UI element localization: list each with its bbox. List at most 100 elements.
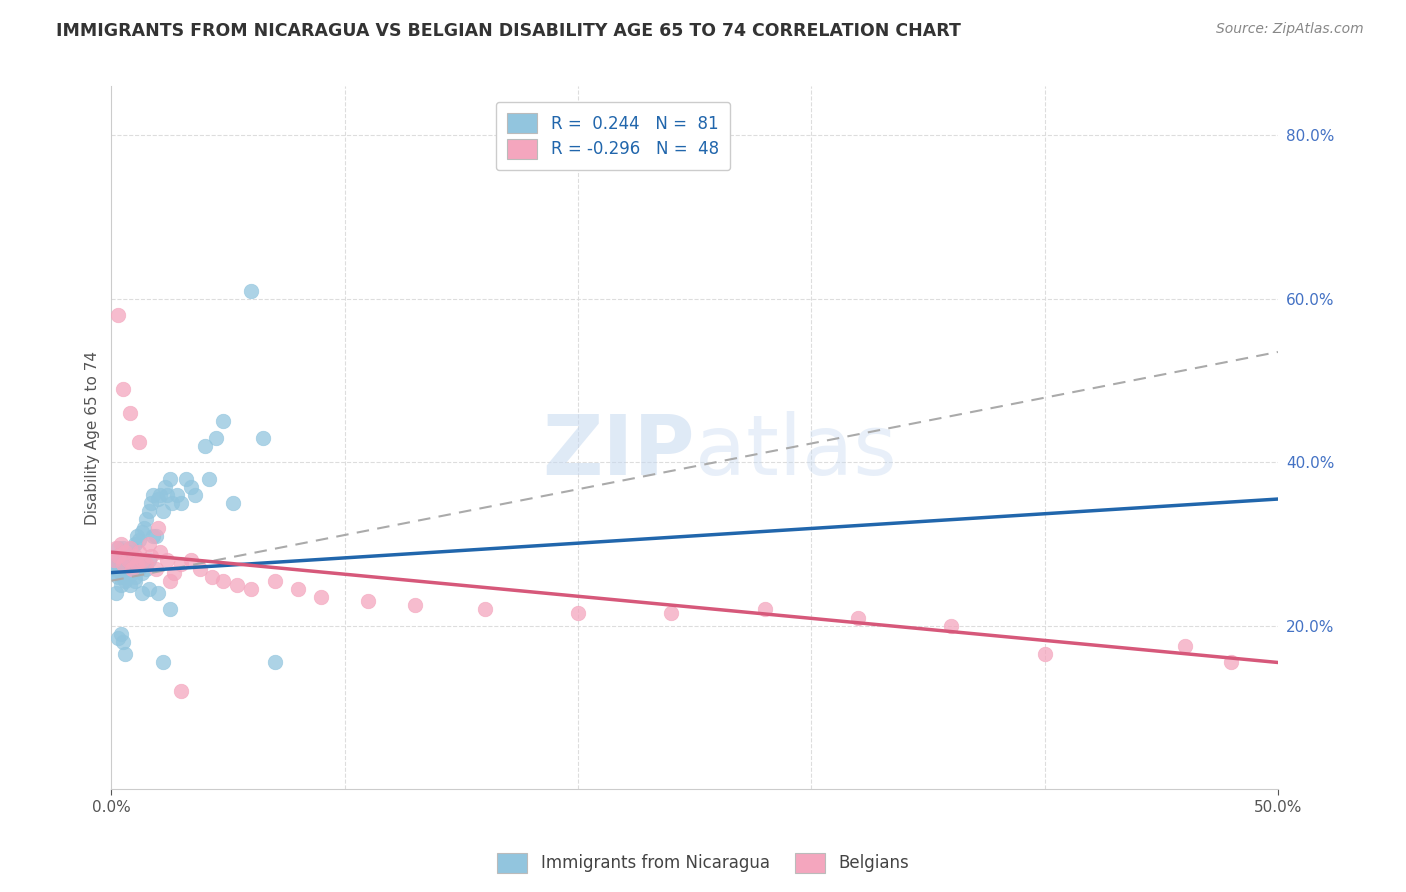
Point [205,431,228,445]
Point [114,648,136,662]
Point [263,656,285,670]
Point [135,561,157,575]
Point [263,574,285,588]
Point [103,561,125,575]
Point [107,569,129,583]
Point [145,561,167,575]
Point [226,578,249,592]
Point [159,602,181,616]
Point [120,545,142,559]
Point [121,553,143,567]
Point [107,549,129,564]
Point [131,524,153,539]
Point [156,553,179,567]
Point [125,529,148,543]
Point [107,549,129,564]
Point [1174,639,1197,653]
Point [112,382,135,396]
Point [198,472,221,486]
Point [567,607,589,621]
Point [128,434,150,449]
Point [110,561,132,575]
Point [103,553,125,567]
Point [131,566,153,580]
Text: Source: ZipAtlas.com: Source: ZipAtlas.com [1216,22,1364,37]
Point [142,529,165,543]
Point [114,545,136,559]
Point [152,504,174,518]
Text: ZIP: ZIP [543,411,695,492]
Point [107,308,129,322]
Point [149,488,172,502]
Point [287,582,309,596]
Point [201,569,224,583]
Point [146,521,169,535]
Point [124,537,146,551]
Point [120,541,142,555]
Point [107,631,129,645]
Point [114,558,136,572]
Point [180,553,202,567]
Point [112,541,135,555]
Point [131,553,153,567]
Point [112,561,135,575]
Point [138,553,160,567]
Point [212,574,235,588]
Point [105,586,128,600]
Point [754,602,776,616]
Point [105,566,128,580]
Point [110,537,132,551]
Point [125,558,148,572]
Point [474,602,496,616]
Point [132,521,155,535]
Point [124,549,146,564]
Point [170,684,193,698]
Point [125,558,148,572]
Point [131,553,153,567]
Point [105,553,128,567]
Text: atlas: atlas [695,411,897,492]
Point [110,627,132,641]
Point [107,558,129,572]
Point [110,578,132,592]
Point [138,504,160,518]
Point [659,607,682,621]
Point [212,414,235,428]
Point [131,586,153,600]
Point [112,558,135,572]
Point [112,553,135,567]
Point [117,569,139,583]
Point [110,549,132,564]
Point [163,566,186,580]
Point [120,578,142,592]
Point [1033,648,1056,662]
Point [184,488,207,502]
Legend: Immigrants from Nicaragua, Belgians: Immigrants from Nicaragua, Belgians [491,847,915,880]
Point [124,574,146,588]
Point [124,561,146,575]
Point [194,439,217,453]
Point [117,561,139,575]
Point [156,488,179,502]
Point [146,586,169,600]
Point [107,541,129,555]
Point [846,610,869,624]
Point [404,599,426,613]
Point [112,569,135,583]
Point [135,512,157,526]
Point [110,566,132,580]
Point [128,561,150,575]
Point [121,541,143,555]
Point [139,496,162,510]
Point [128,545,150,559]
Point [160,496,183,510]
Point [117,553,139,567]
Point [120,566,142,580]
Point [142,488,165,502]
Point [240,284,263,298]
Point [120,406,142,420]
Point [120,558,142,572]
Point [170,558,193,572]
Point [357,594,380,608]
Point [146,491,169,506]
